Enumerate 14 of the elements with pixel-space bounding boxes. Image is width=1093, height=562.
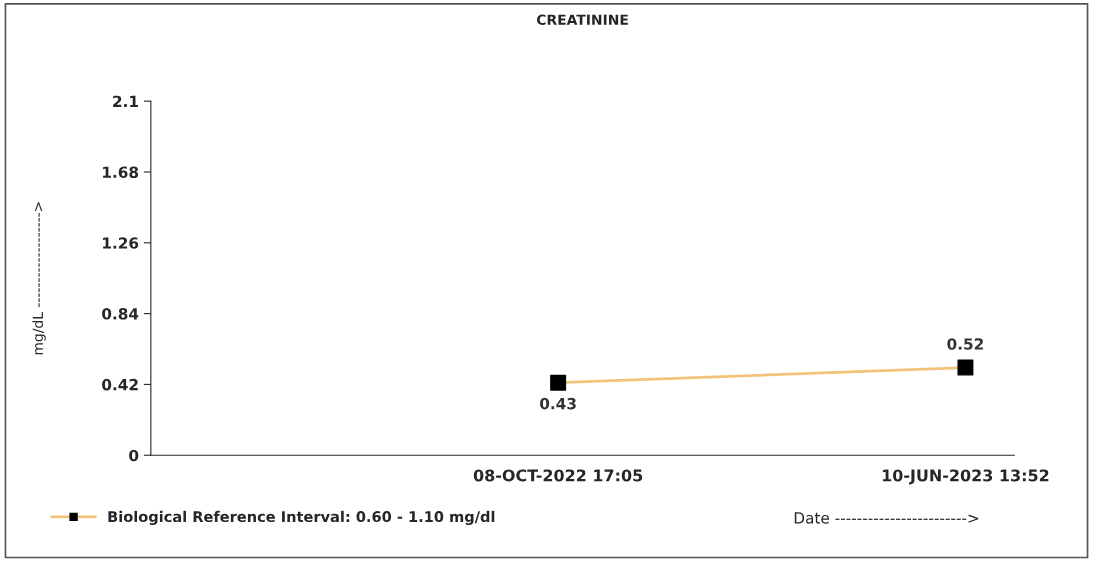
data-label: 0.43 [540,397,576,410]
y-tick-label: 0.84 [102,308,139,320]
y-tick-label: 2.1 [113,95,138,107]
y-axis-title: mg/dL -------------------> [32,202,46,355]
y-tick-label: 1.26 [103,237,139,249]
legend-label: Biological Reference Interval: 0.60 - 1.10 mg/dl [108,510,495,526]
x-tick-label: 08-OCT-2022 17:05 [473,469,643,482]
data-label: 0.52 [947,338,983,350]
y-tick-label: 0 [129,449,139,462]
x-tick-label: 10-JUN-2023 13:52 [882,469,1049,485]
chart-title: CREATININE [536,14,628,25]
x-axis-title: Date ------------------------> [794,512,979,524]
y-tick-label: 0.42 [102,378,138,391]
y-tick-label: 1.68 [103,166,139,178]
